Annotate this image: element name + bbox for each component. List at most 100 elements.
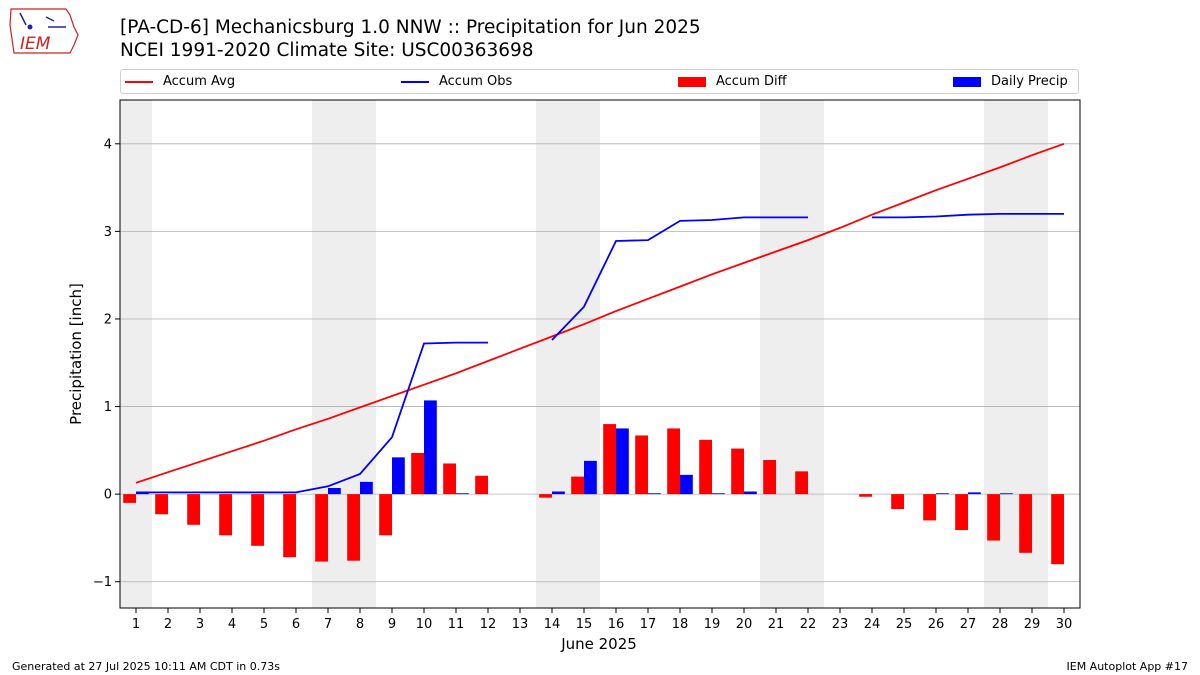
x-tick-label: 7: [324, 617, 332, 632]
accum-diff-bar: [1019, 494, 1032, 553]
daily-precip-bar: [680, 474, 693, 495]
plot-frame: [119, 99, 1081, 609]
accum-diff-bar: [283, 494, 296, 558]
accum-diff-bar: [219, 494, 232, 536]
x-axis-label: June 2025: [560, 635, 637, 653]
chart-subtitle: NCEI 1991-2020 Climate Site: USC00363698: [120, 40, 534, 61]
daily-precip-bar: [936, 493, 949, 495]
y-tick-label: 3: [104, 225, 112, 240]
x-axis-ticks: 1 2 3 4 5 6 7 8 9 10 11 12 13 14 15 16 17 18 19 20 21 22 23 24 2…: [132, 608, 1072, 632]
accum-diff-bar: [475, 475, 488, 495]
x-tick-label: 18: [672, 617, 689, 632]
accum-diff-bar: [411, 452, 424, 495]
accum-diff-bar: [955, 494, 968, 531]
accum-diff-bar: [667, 428, 680, 495]
accum-diff-bar: [731, 448, 744, 495]
accum-diff-bar: [123, 494, 136, 503]
daily-precip-bar: [1000, 493, 1013, 495]
accum-obs-line: [551, 216, 808, 341]
accum-diff-bar: [251, 494, 264, 546]
accum-obs-line: [872, 212, 1064, 219]
daily-precip-bars: [136, 400, 1013, 495]
weekend-band-3: [760, 100, 824, 608]
accum-diff-bar: [155, 494, 168, 515]
x-tick-label: 29: [1024, 617, 1041, 632]
x-tick-label: 26: [928, 617, 945, 632]
generated-note: Generated at 27 Jul 2025 10:11 AM CDT in…: [12, 660, 280, 673]
y-tick-label: 1: [104, 400, 112, 415]
accum-diff-bar: [987, 494, 1000, 541]
x-tick-label: 27: [960, 617, 977, 632]
x-tick-label: 23: [832, 617, 849, 632]
accum-diff-bar: [795, 471, 808, 495]
daily-precip-bar: [712, 493, 725, 495]
x-tick-label: 5: [260, 617, 268, 632]
legend-item-accum-obs: Accum Obs: [401, 74, 512, 89]
x-tick-label: 13: [512, 617, 529, 632]
x-tick-label: 21: [768, 617, 785, 632]
accum-diff-bar: [539, 494, 552, 498]
accum-diff-bar: [187, 494, 200, 525]
x-tick-label: 12: [480, 617, 497, 632]
accum-diff-bars: [123, 424, 1064, 565]
weekend-band-2: [536, 100, 600, 608]
x-tick-label: 3: [196, 617, 204, 632]
accum-diff-bar: [571, 476, 584, 495]
accum-diff-bar: [347, 494, 360, 561]
legend-swatch-accum-obs: [401, 80, 429, 83]
accum-diff-bar: [635, 435, 648, 495]
daily-precip-bar: [616, 428, 629, 495]
daily-precip-bar: [968, 492, 981, 495]
accum-lines: [135, 142, 1065, 494]
accum-diff-bar: [699, 439, 712, 495]
x-tick-label: 9: [388, 617, 396, 632]
legend-item-accum-avg: Accum Avg: [125, 74, 235, 89]
x-tick-label: 10: [416, 617, 433, 632]
x-tick-label: 15: [576, 617, 593, 632]
x-tick-label: 16: [608, 617, 625, 632]
y-axis-label: Precipitation [inch]: [67, 283, 85, 425]
x-tick-label: 25: [896, 617, 913, 632]
daily-precip-bar: [648, 493, 661, 495]
app-credit: IEM Autoplot App #17: [1066, 660, 1189, 673]
accum-diff-bar: [923, 494, 936, 521]
x-tick-label: 28: [992, 617, 1009, 632]
legend-item-daily-precip: Daily Precip: [953, 74, 1068, 89]
legend-label-accum-avg: Accum Avg: [163, 74, 236, 89]
daily-precip-bar: [360, 481, 373, 495]
x-tick-label: 11: [448, 617, 465, 632]
daily-precip-bar: [552, 491, 565, 495]
iem-logo: IEM: [8, 5, 80, 63]
x-tick-label: 14: [544, 617, 561, 632]
y-tick-label: 2: [104, 312, 112, 327]
y-tick-label: −1: [93, 575, 112, 590]
iowa-map-logo-icon: IEM: [9, 8, 79, 54]
accum-diff-bar: [379, 494, 392, 536]
x-tick-label: 17: [640, 617, 657, 632]
chart-title: [PA-CD-6] Mechanicsburg 1.0 NNW :: Preci…: [120, 17, 701, 38]
legend-swatch-accum-diff: [678, 76, 706, 87]
x-tick-label: 2: [164, 617, 172, 632]
legend-swatch-daily-precip: [953, 76, 981, 87]
daily-precip-bar: [328, 488, 341, 495]
x-tick-label: 24: [864, 617, 881, 632]
accum-diff-bar: [859, 494, 872, 497]
accum-obs-line: [136, 341, 488, 494]
accum-diff-bar: [603, 424, 616, 495]
y-axis-ticks: −1 0 1 2 3 4: [93, 137, 120, 590]
x-tick-label: 19: [704, 617, 721, 632]
legend-label-accum-obs: Accum Obs: [439, 74, 513, 89]
x-tick-label: 6: [292, 617, 300, 632]
accum-diff-bar: [315, 494, 328, 562]
daily-precip-bar: [456, 493, 469, 495]
legend-label-daily-precip: Daily Precip: [991, 74, 1068, 89]
daily-precip-bar: [392, 457, 405, 495]
accum-diff-bar: [763, 459, 776, 495]
daily-precip-bar: [744, 491, 757, 495]
x-tick-label: 30: [1056, 617, 1073, 632]
accum-diff-bar: [1051, 494, 1064, 565]
grid-lines: [120, 143, 1080, 583]
y-tick-label: 0: [104, 488, 112, 503]
accum-diff-bar: [443, 463, 456, 495]
